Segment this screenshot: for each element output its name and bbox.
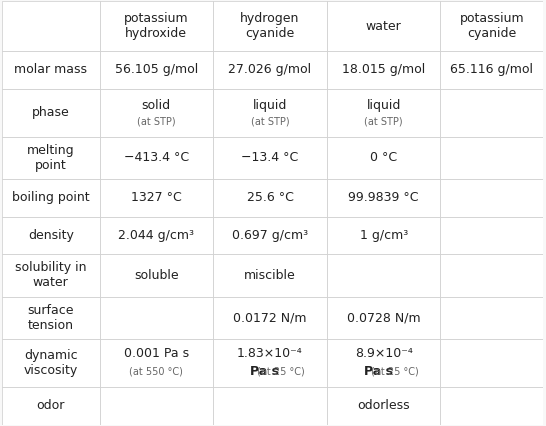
- Bar: [213, 89, 327, 137]
- Bar: [327, 89, 441, 137]
- Text: Pa s: Pa s: [364, 365, 393, 378]
- Text: surface
tension: surface tension: [28, 304, 74, 332]
- Text: 0.0172 N/m: 0.0172 N/m: [233, 311, 307, 324]
- Text: (at STP): (at STP): [137, 116, 176, 127]
- Bar: [327, 254, 441, 296]
- Bar: [99, 137, 213, 179]
- Bar: [213, 217, 327, 254]
- Bar: [441, 89, 543, 137]
- Bar: [99, 51, 213, 89]
- Text: odorless: odorless: [357, 399, 410, 412]
- Text: liquid: liquid: [366, 99, 401, 112]
- Bar: [2, 1, 99, 51]
- Text: 27.026 g/mol: 27.026 g/mol: [228, 63, 312, 76]
- Text: 0.001 Pa s: 0.001 Pa s: [124, 347, 189, 360]
- Bar: [327, 179, 441, 217]
- Text: dynamic
viscosity: dynamic viscosity: [23, 349, 78, 377]
- Bar: [213, 339, 327, 387]
- Bar: [99, 296, 213, 339]
- Bar: [99, 1, 213, 51]
- Text: 99.9839 °C: 99.9839 °C: [348, 191, 419, 204]
- Text: boiling point: boiling point: [12, 191, 90, 204]
- Bar: [441, 1, 543, 51]
- Text: 56.105 g/mol: 56.105 g/mol: [115, 63, 198, 76]
- Text: odor: odor: [37, 399, 65, 412]
- Text: 65.116 g/mol: 65.116 g/mol: [450, 63, 533, 76]
- Bar: [441, 387, 543, 425]
- Bar: [99, 339, 213, 387]
- Bar: [441, 296, 543, 339]
- Bar: [2, 89, 99, 137]
- Bar: [441, 179, 543, 217]
- Bar: [213, 137, 327, 179]
- Bar: [99, 217, 213, 254]
- Text: 1 g/cm³: 1 g/cm³: [359, 229, 408, 242]
- Text: (at STP): (at STP): [364, 116, 403, 127]
- Bar: [2, 51, 99, 89]
- Bar: [213, 254, 327, 296]
- Text: 8.9×10⁻⁴: 8.9×10⁻⁴: [355, 347, 413, 360]
- Text: 1.83×10⁻⁴: 1.83×10⁻⁴: [237, 347, 303, 360]
- Text: 25.6 °C: 25.6 °C: [247, 191, 293, 204]
- Text: Pa s: Pa s: [250, 365, 279, 378]
- Text: solubility in
water: solubility in water: [15, 262, 87, 289]
- Text: (at STP): (at STP): [251, 116, 289, 127]
- Text: liquid: liquid: [253, 99, 287, 112]
- Bar: [99, 179, 213, 217]
- Text: hydrogen
cyanide: hydrogen cyanide: [240, 12, 300, 40]
- Bar: [99, 387, 213, 425]
- Text: (at 25 °C): (at 25 °C): [371, 366, 418, 377]
- Bar: [213, 387, 327, 425]
- Text: molar mass: molar mass: [14, 63, 87, 76]
- Text: (at 550 °C): (at 550 °C): [129, 366, 183, 377]
- Bar: [327, 339, 441, 387]
- Text: potassium
hydroxide: potassium hydroxide: [124, 12, 189, 40]
- Bar: [2, 254, 99, 296]
- Bar: [213, 51, 327, 89]
- Bar: [2, 217, 99, 254]
- Bar: [2, 296, 99, 339]
- Text: phase: phase: [32, 106, 70, 119]
- Bar: [327, 1, 441, 51]
- Text: 1327 °C: 1327 °C: [131, 191, 182, 204]
- Text: melting
point: melting point: [27, 144, 75, 172]
- Bar: [2, 387, 99, 425]
- Bar: [327, 217, 441, 254]
- Text: 0 °C: 0 °C: [370, 151, 397, 164]
- Bar: [441, 51, 543, 89]
- Bar: [213, 296, 327, 339]
- Text: (at 25 °C): (at 25 °C): [257, 366, 305, 377]
- Text: −413.4 °C: −413.4 °C: [124, 151, 189, 164]
- Bar: [2, 179, 99, 217]
- Text: 0.697 g/cm³: 0.697 g/cm³: [232, 229, 308, 242]
- Bar: [441, 217, 543, 254]
- Bar: [327, 137, 441, 179]
- Bar: [441, 339, 543, 387]
- Text: 2.044 g/cm³: 2.044 g/cm³: [118, 229, 194, 242]
- Text: solid: solid: [142, 99, 171, 112]
- Text: −13.4 °C: −13.4 °C: [241, 151, 299, 164]
- Text: 18.015 g/mol: 18.015 g/mol: [342, 63, 425, 76]
- Bar: [2, 137, 99, 179]
- Bar: [327, 51, 441, 89]
- Text: potassium
cyanide: potassium cyanide: [460, 12, 524, 40]
- Text: water: water: [366, 20, 401, 33]
- Bar: [99, 89, 213, 137]
- Bar: [99, 254, 213, 296]
- Text: density: density: [28, 229, 74, 242]
- Bar: [2, 339, 99, 387]
- Text: soluble: soluble: [134, 269, 179, 282]
- Bar: [327, 387, 441, 425]
- Bar: [441, 137, 543, 179]
- Bar: [213, 1, 327, 51]
- Bar: [441, 254, 543, 296]
- Bar: [327, 296, 441, 339]
- Text: 0.0728 N/m: 0.0728 N/m: [347, 311, 420, 324]
- Text: miscible: miscible: [244, 269, 296, 282]
- Bar: [213, 179, 327, 217]
